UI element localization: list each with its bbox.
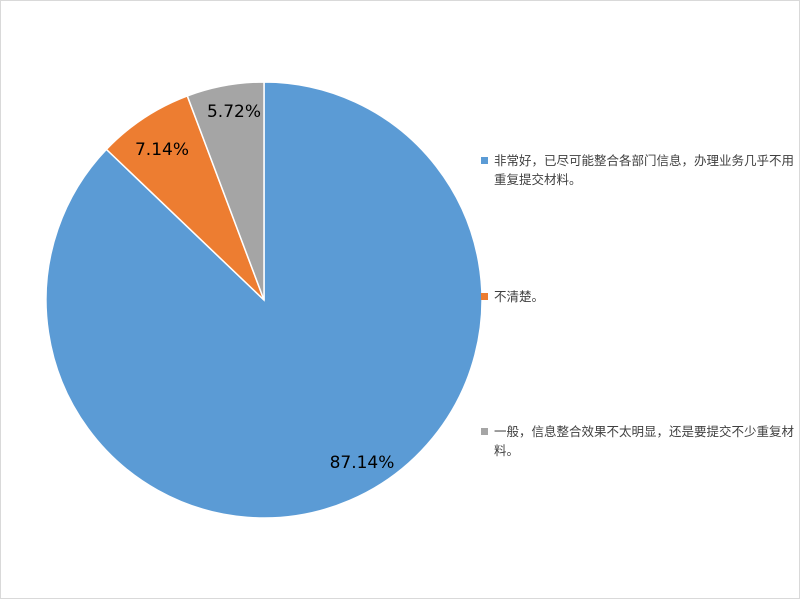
data-label-average: 5.72% xyxy=(207,102,261,122)
data-label-unclear: 7.14% xyxy=(135,140,189,160)
legend-item-very-good: 非常好，已尽可能整合各部门信息，办理业务几乎不用重复提交材料。 xyxy=(481,151,796,189)
legend-label-unclear: 不清楚。 xyxy=(494,289,545,304)
legend-label-very-good: 非常好，已尽可能整合各部门信息，办理业务几乎不用重复提交材料。 xyxy=(494,153,795,187)
data-label-very-good: 87.14% xyxy=(330,453,395,473)
legend-swatch-very-good xyxy=(481,157,488,164)
legend-swatch-unclear xyxy=(481,293,488,300)
legend: 非常好，已尽可能整合各部门信息，办理业务几乎不用重复提交材料。 不清楚。 一般，… xyxy=(481,1,799,600)
legend-swatch-average xyxy=(481,428,488,435)
legend-label-average: 一般，信息整合效果不太明显，还是要提交不少重复材料。 xyxy=(494,424,795,458)
legend-item-unclear: 不清楚。 xyxy=(481,287,796,306)
pie-slice-average xyxy=(186,81,265,301)
legend-item-average: 一般，信息整合效果不太明显，还是要提交不少重复材料。 xyxy=(481,422,796,460)
